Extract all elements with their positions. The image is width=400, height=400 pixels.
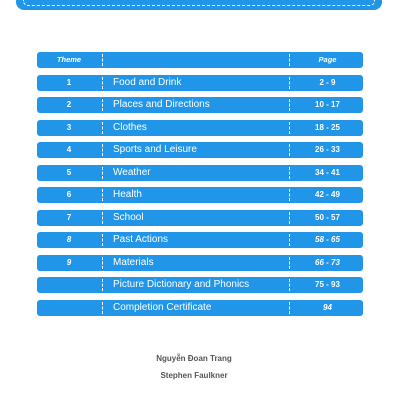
theme-number: 9 [66,257,72,267]
author-name: Nguyễn Đoan Trang [156,354,232,363]
toc-row: 4 Sports and Leisure 26 - 33 [37,142,363,158]
column-divider [289,166,290,179]
theme-number: 2 [66,100,72,109]
table-of-contents: Theme Page 1 Food and Drink 2 - 9 2 Plac… [37,52,363,322]
column-divider [289,211,290,224]
column-divider [102,189,103,201]
toc-row: 8 Past Actions 58 - 65 [37,232,363,248]
theme-title: Sports and Leisure [113,144,197,155]
column-divider [102,54,103,66]
column-divider [102,144,103,156]
column-divider [289,121,290,134]
theme-column-header: Theme [56,55,82,64]
theme-number: 4 [66,145,72,154]
column-divider [102,166,103,179]
page-range: 94 [323,302,332,312]
column-divider [102,279,103,291]
toc-row: 3 Clothes 18 - 25 [37,119,363,136]
column-divider [289,301,290,314]
author-name: Stephen Faulkner [160,371,228,380]
page-range: 50 - 57 [315,212,340,222]
theme-title: Health [113,189,142,200]
page-range: 58 - 65 [315,235,340,244]
column-divider [102,301,103,314]
page-range: 18 - 25 [315,122,340,132]
toc-row: Completion Certificate 94 [37,299,363,316]
column-divider [102,76,103,89]
theme-number [37,277,101,293]
column-divider [102,256,103,269]
theme-title: Picture Dictionary and Phonics [113,279,250,290]
page-range: 26 - 33 [315,145,340,154]
theme-title: Places and Directions [113,99,210,110]
page-column-header: Page [318,55,337,64]
theme-title: School [113,211,144,223]
column-divider [289,76,290,89]
column-divider [289,279,290,291]
theme-number: 7 [66,212,72,222]
theme-title: Weather [113,166,151,178]
toc-row: 7 School 50 - 57 [37,209,363,226]
toc-row: Picture Dictionary and Phonics 75 - 93 [37,277,363,293]
page-range: 2 - 9 [319,77,336,87]
column-divider [102,121,103,134]
toc-row: 5 Weather 34 - 41 [37,164,363,181]
theme-title: Food and Drink [113,76,182,88]
toc-row: 9 Materials 66 - 73 [37,254,363,271]
column-divider [289,54,290,66]
column-divider [289,99,290,111]
theme-number [37,300,101,316]
theme-number: 5 [66,167,72,177]
theme-title: Clothes [113,121,147,133]
column-divider [289,256,290,269]
theme-number: 1 [66,77,72,87]
page-range: 42 - 49 [315,190,340,199]
top-banner [16,0,382,10]
theme-number: 3 [66,122,72,132]
column-divider [289,144,290,156]
theme-number: 8 [66,235,72,244]
page-range: 10 - 17 [315,100,340,109]
theme-number: 6 [66,190,72,199]
toc-row: 6 Health 42 - 49 [37,187,363,203]
banner-dashed-border [23,0,375,6]
page-range: 75 - 93 [315,280,340,289]
theme-title: Past Actions [113,234,169,245]
authors: Nguyễn Đoan Trang Stephen Faulkner [0,350,388,384]
page-range: 66 - 73 [315,257,340,267]
column-divider [289,189,290,201]
toc-row: 2 Places and Directions 10 - 17 [37,97,363,113]
theme-title: Completion Certificate [113,301,212,313]
column-divider [102,234,103,246]
toc-row: 1 Food and Drink 2 - 9 [37,74,363,91]
page-range: 34 - 41 [315,167,340,177]
column-divider [102,99,103,111]
toc-header-row: Theme Page [37,52,363,68]
theme-title: Materials [113,256,154,268]
column-divider [289,234,290,246]
column-divider [102,211,103,224]
